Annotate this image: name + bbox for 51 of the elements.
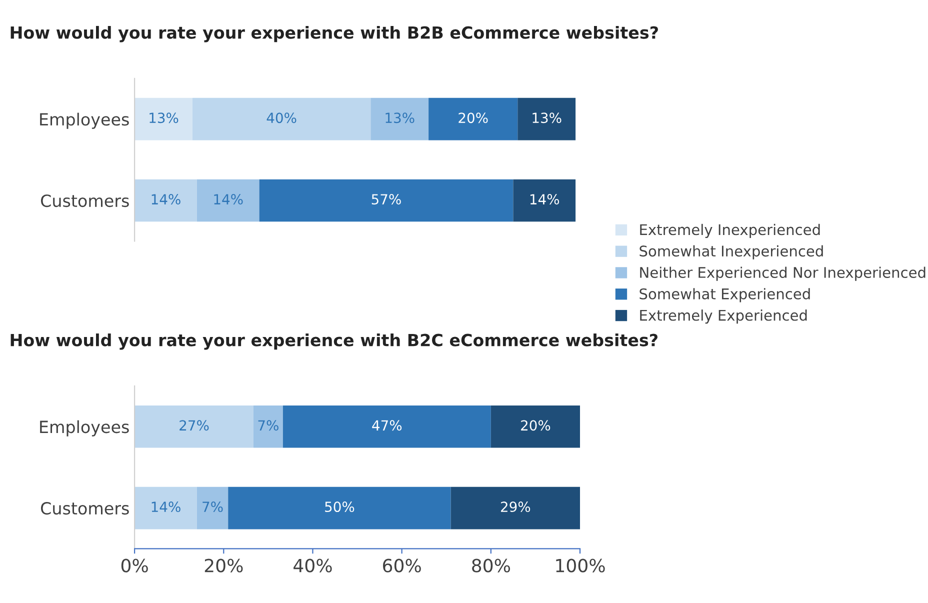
legend-label: Somewhat Experienced: [640, 288, 810, 302]
bar: [450, 486, 580, 530]
data-label: 13%: [532, 112, 562, 124]
data-label: 7%: [258, 420, 278, 431]
data-label: 47%: [372, 420, 402, 431]
bar: [134, 98, 192, 140]
data-label: 13%: [386, 112, 414, 124]
bar: [196, 179, 260, 222]
bar: [253, 405, 283, 448]
y-tick-label: Customers: [40, 502, 129, 515]
chart-title: How would you rate your experience with B2C eCommerce websites?: [10, 333, 658, 350]
bar: [196, 486, 228, 530]
y-tick-label: Employees: [40, 420, 129, 436]
data-label: 14%: [214, 194, 243, 205]
data-label: 50%: [325, 502, 354, 512]
x-tick-label: 80%: [472, 558, 510, 572]
bar: [490, 405, 580, 448]
bar: [192, 98, 371, 140]
chart-title: How would you rate your experience with B2B eCommerce websites?: [10, 26, 658, 42]
bar: [428, 98, 518, 140]
bar: [134, 179, 197, 222]
bar: [134, 486, 197, 530]
data-label: 40%: [266, 112, 296, 124]
bar: [134, 405, 254, 448]
x-tick-label: 100%: [556, 558, 605, 572]
x-tick-label: 20%: [204, 558, 243, 572]
x-tick-label: 0%: [121, 558, 148, 572]
data-label: 7%: [202, 502, 223, 512]
bar: [370, 98, 429, 140]
bar: [518, 98, 576, 140]
data-label: 14%: [152, 194, 180, 205]
data-label: 27%: [180, 420, 209, 431]
data-label: 14%: [530, 194, 560, 205]
legend-label: Extremely Experienced: [640, 310, 807, 324]
data-label: 13%: [150, 112, 178, 124]
bar: [259, 179, 514, 222]
data-label: 20%: [458, 112, 488, 124]
legend-label: Somewhat Inexperienced: [640, 245, 823, 260]
data-label: 29%: [500, 502, 530, 512]
legend-label: Extremely Inexperienced: [640, 224, 820, 238]
data-label: 20%: [521, 420, 550, 431]
data-label: 14%: [152, 502, 180, 512]
y-tick-label: Customers: [40, 194, 129, 208]
y-tick-label: Employees: [40, 112, 129, 129]
bar: [513, 179, 576, 222]
x-tick-label: 60%: [383, 558, 421, 572]
bar: [282, 405, 491, 448]
bar: [228, 486, 451, 530]
x-tick-label: 40%: [294, 558, 332, 572]
data-label: 57%: [372, 194, 401, 205]
legend-label: Neither Experienced Nor Inexperienced: [640, 266, 926, 281]
